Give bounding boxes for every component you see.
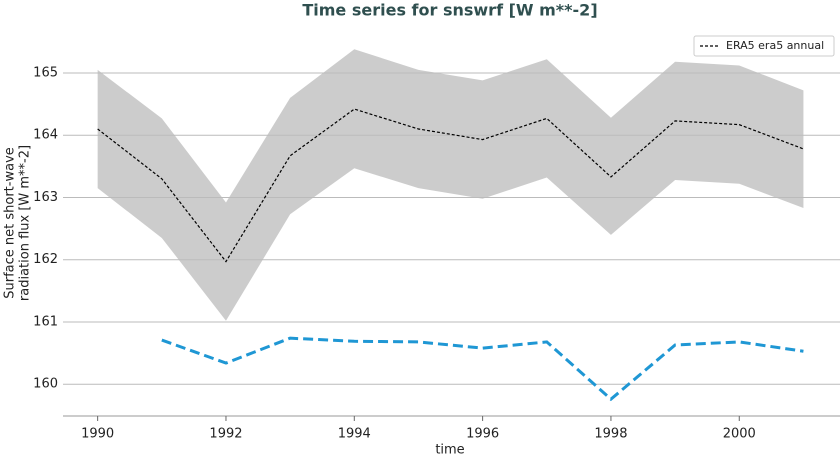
y-tick-label: 164 [33, 128, 58, 143]
series-line [161, 336, 804, 402]
x-tick-label: 1996 [466, 427, 499, 442]
y-tick-label: 161 [33, 314, 58, 329]
y-tick-label: 165 [33, 65, 58, 80]
y-axis-label: radiation flux [W m**-2] [18, 145, 33, 301]
legend-box [693, 35, 835, 57]
y-tick-label: 160 [33, 377, 58, 392]
x-tick-label: 1992 [209, 427, 242, 442]
x-axis-label: time [435, 443, 464, 457]
uncertainty-band [97, 49, 804, 321]
series-line [97, 108, 804, 263]
x-tick-label: 1998 [594, 427, 627, 442]
x-tick-label: 1994 [338, 427, 371, 442]
y-axis-label: Surface net short-wave [3, 147, 18, 299]
x-tick-label: 2000 [723, 427, 756, 442]
y-tick-label: 163 [33, 190, 58, 205]
chart-title: Time series for snswrf [W m**-2] [302, 1, 597, 20]
legend-label: ERA5 era5 annual [726, 39, 824, 52]
y-tick-label: 162 [33, 252, 58, 267]
x-tick-label: 1990 [81, 427, 114, 442]
